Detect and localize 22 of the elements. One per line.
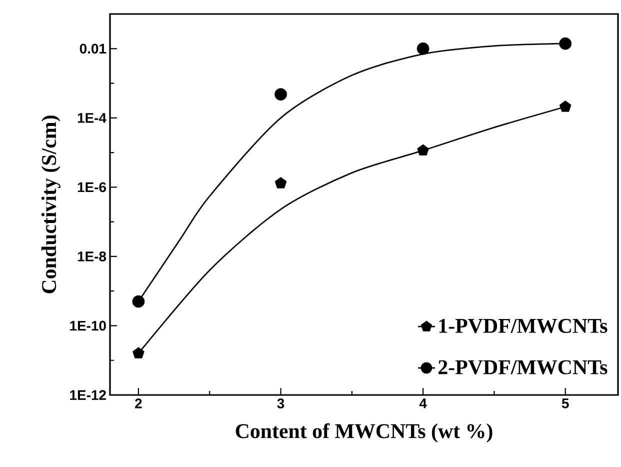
point — [559, 37, 572, 50]
legend-label: 2-PVDF/MWCNTs — [438, 360, 608, 374]
point — [274, 177, 287, 188]
x-tick-label: 3 — [277, 398, 284, 408]
point — [132, 295, 145, 308]
x-tick-label: 4 — [419, 398, 427, 408]
point — [274, 88, 287, 101]
point — [416, 42, 430, 55]
y-tick-label: 1E-6 — [78, 182, 106, 192]
y-tick-label: 1E-4 — [78, 113, 106, 123]
y-tick-label: 1E-12 — [70, 390, 106, 400]
x-tick-label: 5 — [562, 398, 569, 408]
y-tick-label: 1E-8 — [78, 252, 106, 262]
x-axis-title: Content of MWCNTs (wt %) — [236, 423, 492, 442]
point — [132, 347, 144, 358]
point — [559, 100, 572, 112]
y-tick-label: 0.01 — [80, 44, 106, 54]
point — [417, 144, 429, 156]
legend-label: 1-PVDF/MWCNTs — [439, 318, 608, 334]
x-tick-label: 2 — [135, 398, 142, 408]
y-axis-title: Conductivity (S/cm) — [41, 116, 60, 294]
y-tick-label: 1E-10 — [70, 320, 106, 331]
